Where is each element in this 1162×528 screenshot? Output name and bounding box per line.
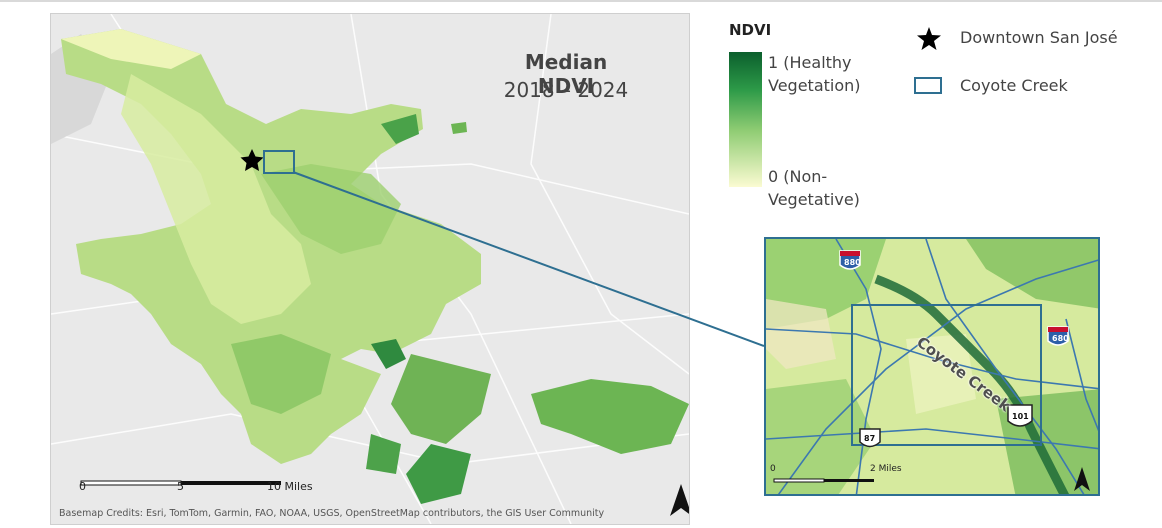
scale-label-0: 0 xyxy=(79,480,86,493)
ndvi-color-ramp xyxy=(729,52,762,187)
shield-87-icon xyxy=(859,428,881,448)
scale-label-5: 5 xyxy=(177,480,184,493)
top-rule xyxy=(0,0,1162,2)
star-icon xyxy=(917,27,941,50)
inset-north-arrow-icon xyxy=(1074,467,1090,491)
inset-scale-bar xyxy=(773,478,874,483)
basemap-credits: Basemap Credits: Esri, TomTom, Garmin, F… xyxy=(59,508,605,519)
creek-box-icon xyxy=(914,77,942,94)
map-subtitle: 2018 – 2024 xyxy=(503,78,629,102)
north-arrow-icon xyxy=(670,484,689,516)
inset-map[interactable]: Coyote Creek 0 2 Miles 880 680 101 87 xyxy=(764,237,1100,496)
coyote-creek-box[interactable] xyxy=(263,150,295,174)
coyote-creek-path xyxy=(874,274,1070,494)
shield-101-icon xyxy=(1007,404,1033,427)
map-title: Median NDVI xyxy=(524,50,608,98)
shield-680-icon xyxy=(1047,326,1069,346)
legend-high-label: 1 (Healthy Vegetation) xyxy=(768,53,861,95)
hills-ndvi xyxy=(391,354,491,444)
shield-87-label: 87 xyxy=(864,434,876,443)
legend-title: NDVI xyxy=(729,21,772,39)
shield-680-label: 680 xyxy=(1052,334,1069,343)
scale-bar xyxy=(80,480,281,486)
inset-focus-box xyxy=(851,304,1042,446)
shield-101-label: 101 xyxy=(1012,412,1029,421)
downtown-star-icon xyxy=(240,149,264,171)
main-map[interactable]: Median NDVI 2018 – 2024 0 5 10 Miles Bas… xyxy=(50,13,690,525)
inset-canvas xyxy=(766,239,1098,494)
legend-downtown-label: Downtown San José xyxy=(960,28,1118,47)
shield-880-icon xyxy=(839,250,861,270)
scale-label-10: 10 Miles xyxy=(267,480,313,493)
inset-scale-zero: 0 xyxy=(770,464,776,474)
legend-creek-label: Coyote Creek xyxy=(960,76,1068,95)
shield-880-label: 880 xyxy=(844,258,861,267)
inset-scale-label: 2 Miles xyxy=(870,464,902,474)
legend-low-label: 0 (Non-Vegetative) xyxy=(768,167,860,209)
